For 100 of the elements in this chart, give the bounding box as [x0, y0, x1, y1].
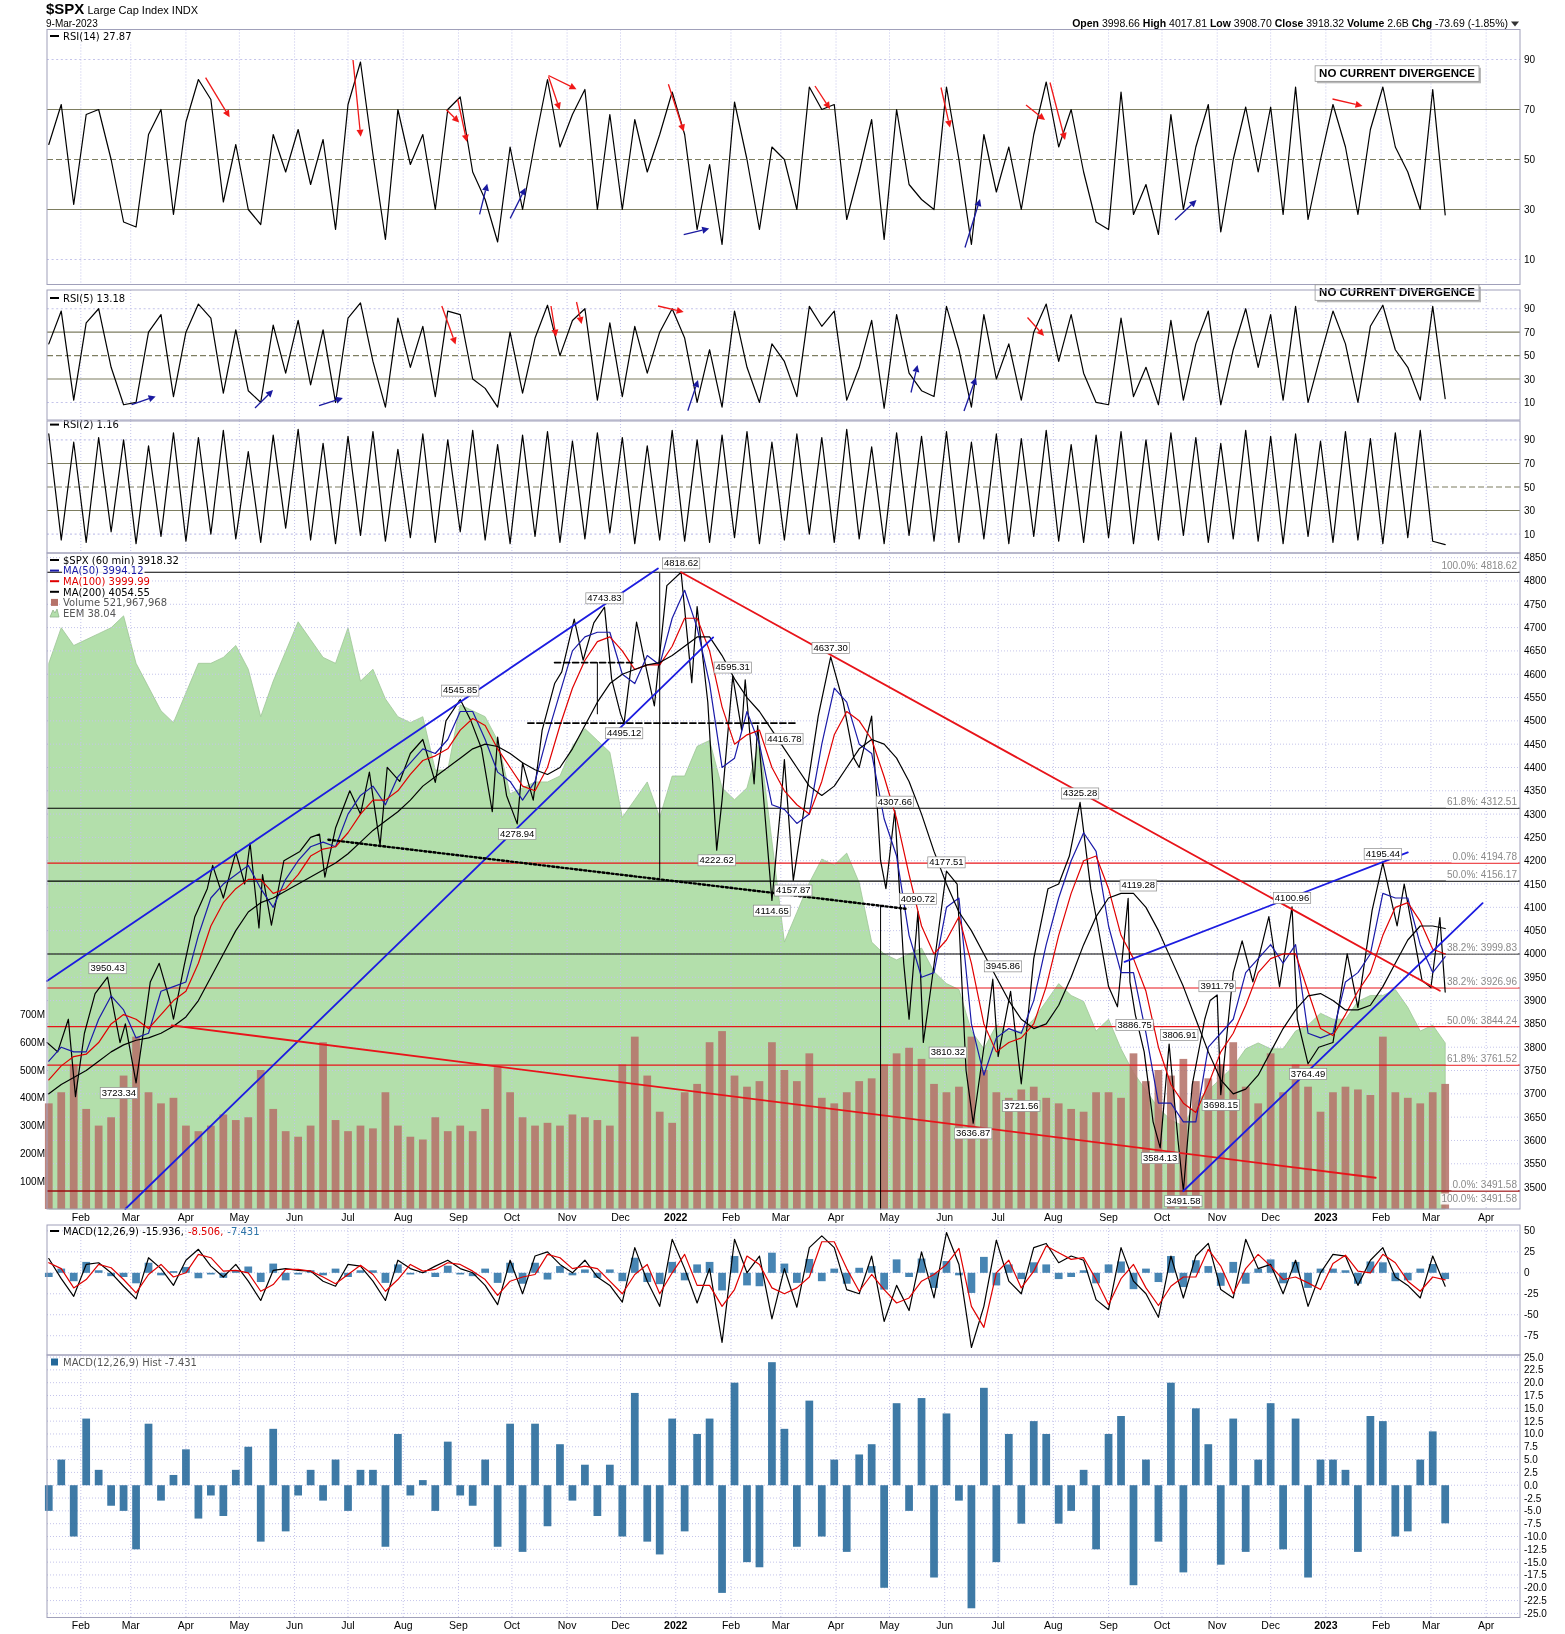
- legend-label: Volume 521,967,968: [63, 597, 167, 609]
- annotation: 4595.31: [715, 661, 750, 673]
- y2-tick-label: 600M: [19, 1036, 45, 1048]
- legend-label: RSI(2) 1.16: [63, 419, 119, 431]
- y-tick-label: 10: [1524, 254, 1536, 265]
- y-tick-label: 12.5: [1524, 1415, 1544, 1427]
- annotation: 3911.79: [1200, 980, 1235, 992]
- y-tick-label: 4150: [1524, 878, 1547, 890]
- y-tick-label: -5.0: [1524, 1505, 1542, 1517]
- annotation: 4307.66: [877, 795, 912, 807]
- x-tick-label: Jul: [341, 1619, 355, 1631]
- y-tick-label: 10: [1524, 528, 1536, 540]
- x-tick-label: 2023: [1314, 1211, 1338, 1223]
- annotation: 3764.49: [1290, 1067, 1326, 1079]
- x-tick-label: 2022: [664, 1619, 688, 1631]
- y-tick-label: 4550: [1524, 692, 1547, 704]
- x-tick-label: Mar: [121, 1619, 141, 1631]
- y-tick-label: 50: [1524, 154, 1536, 165]
- y-tick-label: 90: [1524, 434, 1536, 446]
- y-tick-label: 4000: [1524, 948, 1547, 960]
- x-tick-label: Dec: [611, 1619, 630, 1631]
- x-tick-label: Nov: [557, 1619, 578, 1631]
- x-tick-label: Oct: [1153, 1211, 1171, 1223]
- x-tick-label: May: [229, 1619, 251, 1631]
- y-tick-label: 3950: [1524, 971, 1547, 983]
- y-tick-label: 30: [1524, 204, 1536, 215]
- annotation: 4195.44: [1365, 847, 1401, 859]
- annotation: 4325.28: [1062, 787, 1098, 799]
- y2-tick-label: 700M: [19, 1008, 45, 1020]
- text: Open 3998.66 High 4017.81 Low 3908.70 Close 3918.32 Volume 2.6B Chg -73.69 (-1.85%): [1072, 17, 1508, 29]
- y2-tick-label: 400M: [19, 1092, 45, 1104]
- annotation: 4114.65: [755, 904, 789, 916]
- annotation: 4743.83: [587, 592, 622, 604]
- series-label: EEM 38.04: [63, 607, 117, 619]
- x-tick-label: Nov: [557, 1211, 578, 1223]
- x-tick-label: Mar: [121, 1211, 141, 1223]
- annotation: NO CURRENT DIVERGENCE: [1319, 286, 1476, 298]
- y-tick-label: 3600: [1524, 1134, 1547, 1146]
- annotation: 3886.75: [1117, 1018, 1152, 1030]
- y-tick-label: 4650: [1524, 645, 1547, 657]
- ref-line-label: 61.8%: 3761.52: [1446, 1053, 1518, 1065]
- ref-line-label: 0.0%: 4194.78: [1452, 851, 1518, 863]
- x-tick-label: Jul: [341, 1211, 355, 1223]
- y-tick-label: 4700: [1524, 622, 1547, 634]
- ref-line-label: 100.0%: 3491.58: [1441, 1193, 1518, 1205]
- y-tick-label: 4200: [1524, 855, 1547, 867]
- text: -8.506,: [187, 1225, 224, 1237]
- x-tick-label: Dec: [1261, 1619, 1280, 1631]
- x-tick-label: Oct: [1153, 1619, 1171, 1631]
- legend-label: MA(100) 3999.99: [63, 576, 150, 587]
- annotation: 4177.51: [929, 856, 964, 868]
- y-tick-label: 3900: [1524, 995, 1547, 1007]
- x-tick-label: Apr: [177, 1619, 195, 1631]
- annotation: 4090.72: [900, 892, 936, 904]
- legend-label: RSI(5) 13.18: [63, 292, 126, 304]
- x-tick-label: Sep: [449, 1211, 468, 1223]
- x-tick-label: Jul: [991, 1211, 1005, 1223]
- x-tick-label: Apr: [177, 1211, 195, 1223]
- x-tick-label: Dec: [1261, 1211, 1280, 1223]
- x-tick-label: Jul: [991, 1619, 1005, 1631]
- legend-label: $SPX (60 min) 3918.32: [63, 554, 179, 566]
- y-tick-label: -20.0: [1524, 1582, 1548, 1594]
- legend-label: RSI(14) 27.87: [63, 30, 132, 42]
- x-tick-label: Nov: [1207, 1211, 1228, 1223]
- annotation: 4495.12: [606, 727, 642, 739]
- y-tick-label: 90: [1524, 303, 1536, 315]
- y-tick-label: -12.5: [1524, 1543, 1548, 1555]
- annotation: 4545.85: [443, 684, 478, 696]
- annotation: NO CURRENT DIVERGENCE: [1319, 67, 1476, 79]
- y-tick-label: -2.5: [1524, 1492, 1542, 1504]
- y-tick-label: 4750: [1524, 598, 1547, 610]
- x-tick-label: Aug: [1044, 1211, 1063, 1223]
- x-tick-label: Dec: [611, 1211, 630, 1223]
- y-tick-label: 3700: [1524, 1088, 1547, 1100]
- text: $SPX Large Cap Index INDX: [46, 0, 199, 17]
- text: 9-Mar-2023: [46, 18, 99, 29]
- x-tick-label: Mar: [1421, 1619, 1441, 1631]
- x-tick-label: May: [879, 1619, 901, 1631]
- annotation: 3950.43: [90, 962, 125, 974]
- annotation: 3491.58: [1166, 1195, 1201, 1207]
- x-tick-label: Jun: [936, 1211, 954, 1223]
- y-tick-label: 4600: [1524, 668, 1547, 680]
- annotation: 3723.34: [101, 1086, 137, 1098]
- annotation: 3721.56: [1004, 1099, 1039, 1111]
- y-tick-label: 30: [1524, 373, 1536, 385]
- annotation: 4637.30: [813, 641, 848, 653]
- y-tick-label: -17.5: [1524, 1569, 1548, 1581]
- x-tick-label: Nov: [1207, 1619, 1228, 1631]
- y-tick-label: -50: [1524, 1309, 1539, 1321]
- y-tick-label: -10.0: [1524, 1530, 1548, 1542]
- x-tick-label: Aug: [393, 1619, 413, 1631]
- y-tick-label: 50: [1524, 1225, 1536, 1237]
- y-tick-label: 22.5: [1524, 1364, 1544, 1376]
- annotation: 3806.91: [1162, 1028, 1197, 1040]
- y2-tick-label: 200M: [19, 1147, 45, 1159]
- x-tick-label: 2022: [664, 1211, 688, 1223]
- y-tick-label: 90: [1524, 54, 1536, 65]
- x-tick-label: Mar: [771, 1211, 791, 1223]
- y-tick-label: 3850: [1524, 1018, 1547, 1030]
- x-tick-label: Feb: [71, 1211, 91, 1223]
